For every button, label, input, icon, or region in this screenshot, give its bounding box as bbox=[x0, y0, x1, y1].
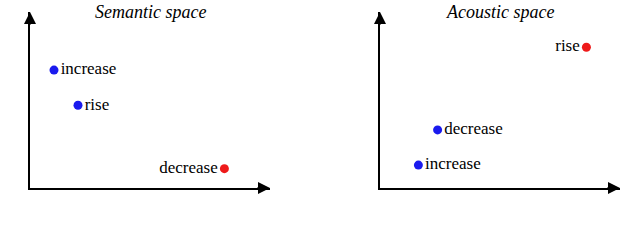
svg-text:Acoustic space: Acoustic space bbox=[446, 2, 554, 22]
svg-text:increase: increase bbox=[61, 59, 117, 78]
svg-text:increase: increase bbox=[425, 154, 481, 173]
svg-text:rise: rise bbox=[555, 36, 580, 55]
svg-text:decrease: decrease bbox=[159, 158, 218, 177]
svg-text:Semantic space: Semantic space bbox=[95, 2, 206, 22]
svg-text:decrease: decrease bbox=[444, 119, 503, 138]
svg-text:rise: rise bbox=[85, 95, 110, 114]
